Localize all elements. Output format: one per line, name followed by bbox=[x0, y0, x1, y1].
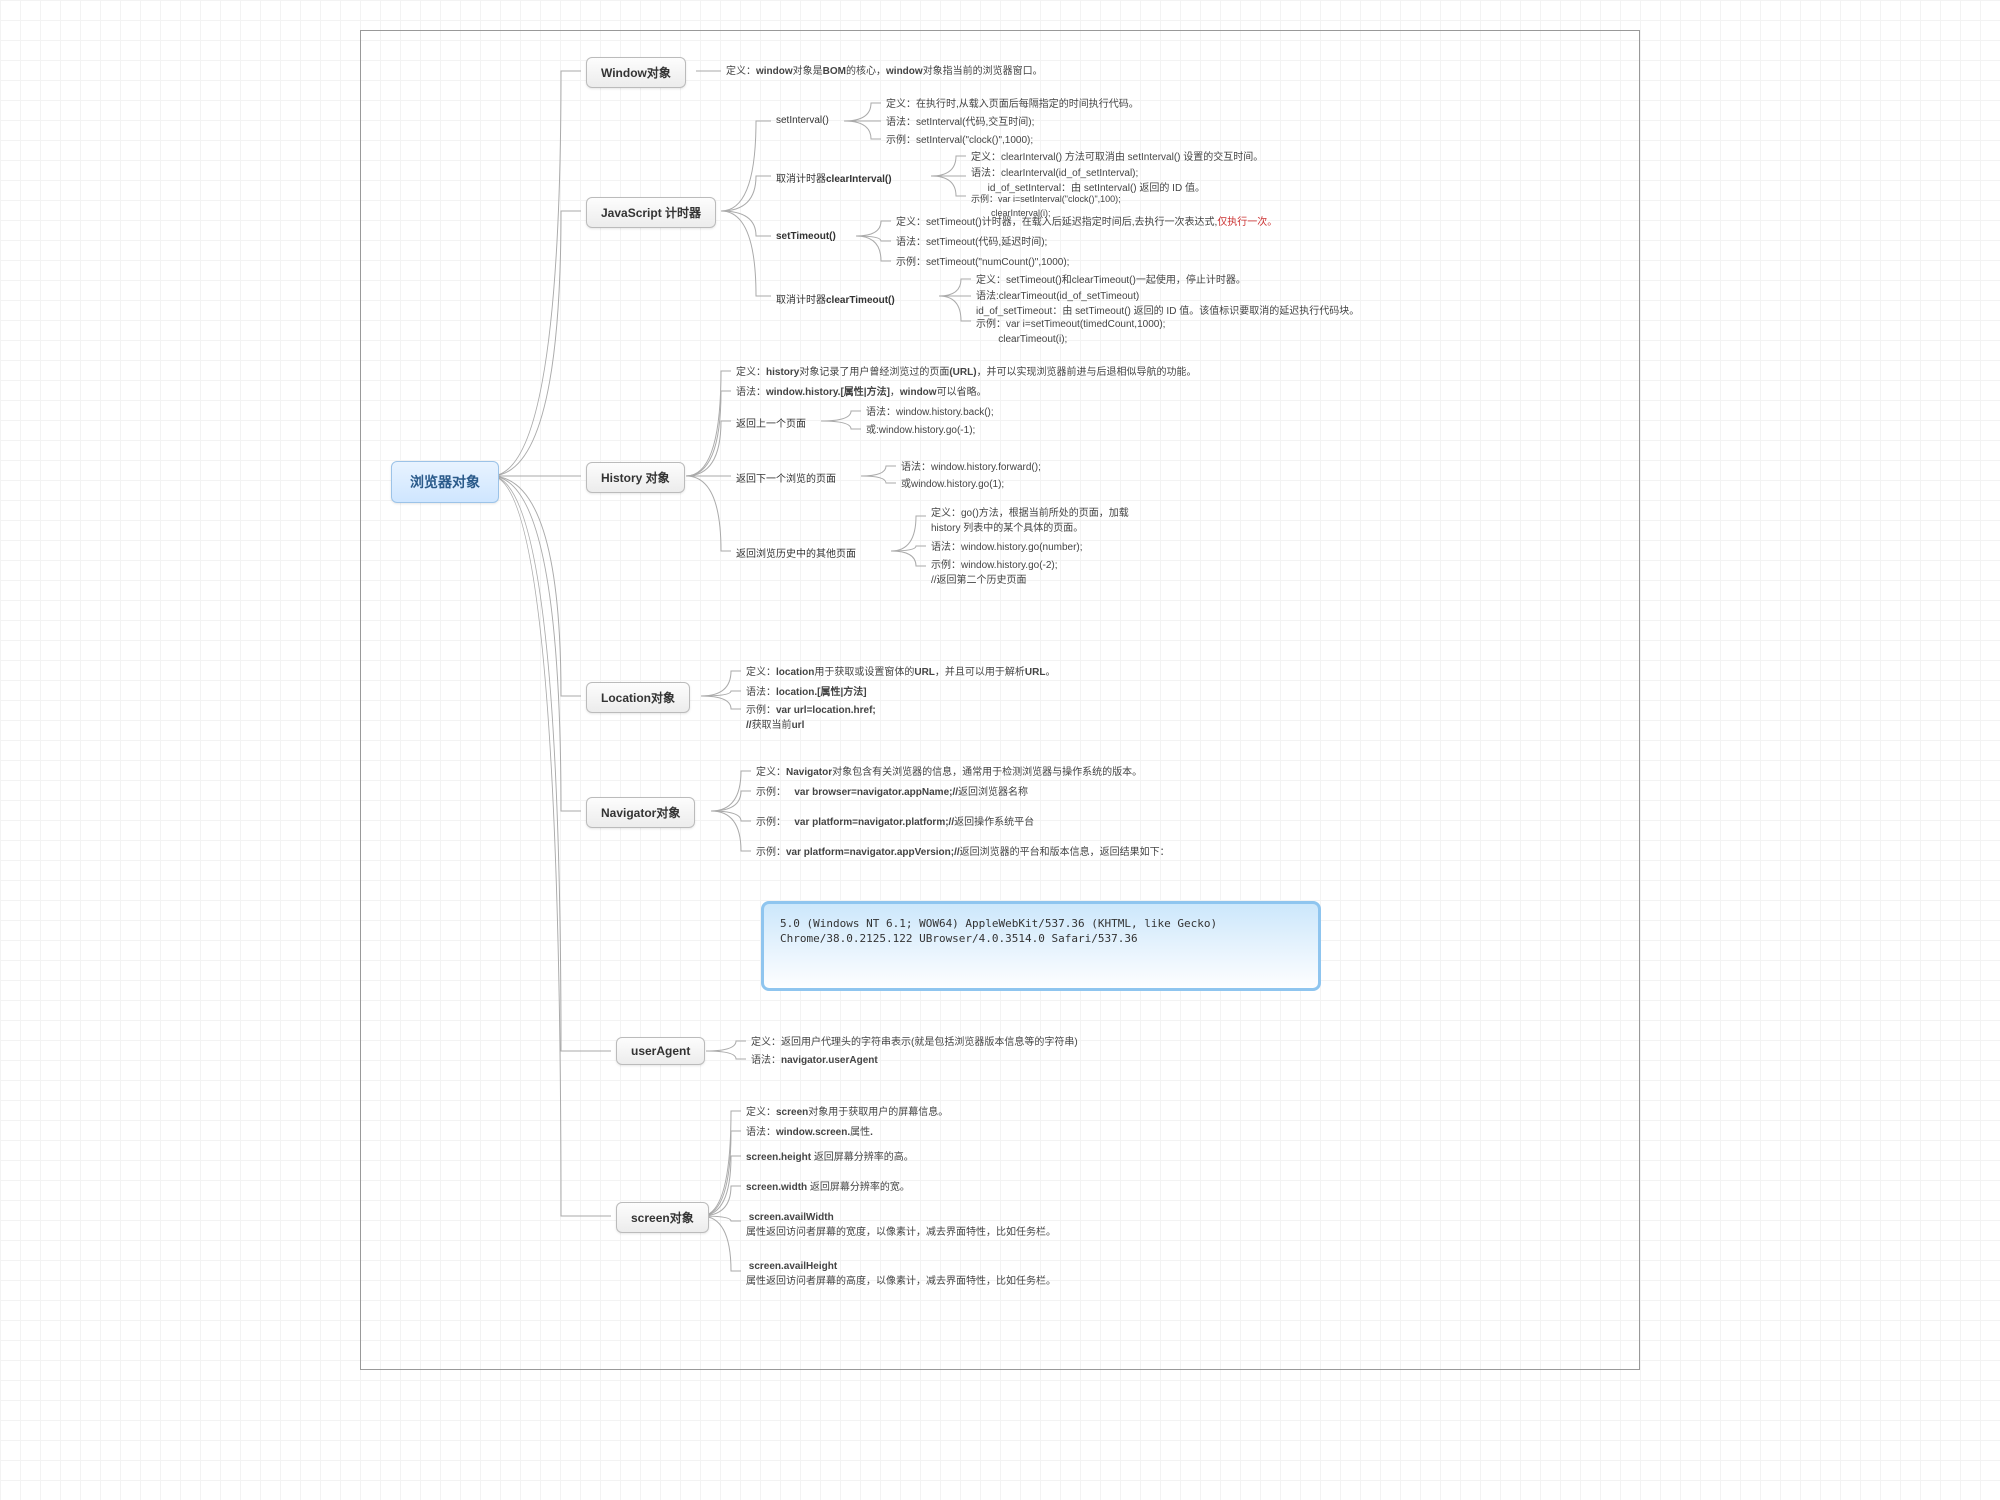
settimeout-label: setTimeout() bbox=[776, 231, 836, 242]
history-forward-label: 返回下一个浏览的页面 bbox=[736, 470, 836, 485]
setinterval-label: setInterval() bbox=[776, 115, 829, 126]
navigator-l2: 示例： var browser=navigator.appName;//返回浏览… bbox=[756, 785, 1028, 800]
location-l3: 示例：var url=location.href;//获取当前url bbox=[746, 703, 876, 733]
history-go-l2: 语法：window.history.go(number); bbox=[931, 540, 1083, 555]
setinterval-l1: 定义：在执行时,从载入页面后每隔指定的时间执行代码。 bbox=[886, 97, 1139, 112]
screen-l3: screen.height 返回屏幕分辨率的高。 bbox=[746, 1150, 914, 1165]
appversion-codebox: 5.0 (Windows NT 6.1; WOW64) AppleWebKit/… bbox=[761, 901, 1321, 991]
screen-l5: screen.availWidth属性返回访问者屏幕的宽度，以像素计，减去界面特… bbox=[746, 1210, 1056, 1240]
window-def: 定义：window对象是BOM的核心，window对象指当前的浏览器窗口。 bbox=[726, 64, 1043, 79]
location-l1: 定义：location用于获取或设置窗体的URL，并且可以用于解析URL。 bbox=[746, 665, 1055, 680]
cleartimeout-l2: 语法:clearTimeout(id_of_setTimeout)id_of_s… bbox=[976, 289, 1359, 319]
history-go-label: 返回浏览历史中的其他页面 bbox=[736, 545, 856, 560]
screen-l6: screen.availHeight属性返回访问者屏幕的高度，以像素计，减去界面… bbox=[746, 1259, 1056, 1289]
history-back-l1: 语法：window.history.back(); bbox=[866, 405, 994, 420]
history-l2: 语法：window.history.[属性|方法]，window可以省略。 bbox=[736, 385, 987, 400]
useragent-l1: 定义：返回用户代理头的字符串表示(就是包括浏览器版本信息等的字符串) bbox=[751, 1035, 1078, 1050]
history-forward-l1: 语法：window.history.forward(); bbox=[901, 460, 1041, 475]
root-node: 浏览器对象 bbox=[391, 461, 499, 503]
branch-useragent: userAgent bbox=[616, 1037, 705, 1065]
branch-screen: screen对象 bbox=[616, 1202, 709, 1233]
screen-l2: 语法：window.screen.属性. bbox=[746, 1125, 873, 1140]
clearinterval-l2: 语法：clearInterval(id_of_setInterval); id_… bbox=[971, 166, 1205, 196]
settimeout-l3: 示例：setTimeout("numCount()",1000); bbox=[896, 255, 1069, 270]
location-l2: 语法：location.[属性|方法] bbox=[746, 685, 867, 700]
history-back-l2: 或:window.history.go(-1); bbox=[866, 423, 975, 438]
clearinterval-l1: 定义：clearInterval() 方法可取消由 setInterval() … bbox=[971, 150, 1263, 165]
history-go-l1: 定义：go()方法，根据当前所处的页面，加载history 列表中的某个具体的页… bbox=[931, 506, 1129, 536]
branch-js-timer: JavaScript 计时器 bbox=[586, 197, 716, 228]
branch-navigator: Navigator对象 bbox=[586, 797, 695, 828]
setinterval-l2: 语法：setInterval(代码,交互时间); bbox=[886, 115, 1034, 130]
setinterval-l3: 示例：setInterval("clock()",1000); bbox=[886, 133, 1033, 148]
history-l1: 定义：history对象记录了用户曾经浏览过的页面(URL)，并可以实现浏览器前… bbox=[736, 365, 1197, 380]
history-back-label: 返回上一个页面 bbox=[736, 415, 806, 430]
cleartimeout-l3: 示例：var i=setTimeout(timedCount,1000); cl… bbox=[976, 317, 1165, 347]
branch-history: History 对象 bbox=[586, 462, 685, 493]
navigator-l1: 定义：Navigator对象包含有关浏览器的信息，通常用于检测浏览器与操作系统的… bbox=[756, 765, 1142, 780]
useragent-l2: 语法：navigator.userAgent bbox=[751, 1053, 878, 1068]
history-forward-l2: 或window.history.go(1); bbox=[901, 477, 1004, 492]
cleartimeout-label: 取消计时器clearTimeout() bbox=[776, 291, 895, 306]
cleartimeout-l1: 定义：setTimeout()和clearTimeout()一起使用，停止计时器… bbox=[976, 273, 1246, 288]
settimeout-l2: 语法：setTimeout(代码,延迟时间); bbox=[896, 235, 1047, 250]
settimeout-l1: 定义：setTimeout()计时器，在载入后延迟指定时间后,去执行一次表达式,… bbox=[896, 215, 1277, 230]
connector-lines bbox=[361, 31, 1641, 1371]
diagram-frame: 浏览器对象 Window对象 定义：window对象是BOM的核心，window… bbox=[360, 30, 1640, 1370]
navigator-l3: 示例： var platform=navigator.platform;//返回… bbox=[756, 815, 1034, 830]
branch-location: Location对象 bbox=[586, 682, 690, 713]
history-go-l3: 示例：window.history.go(-2);//返回第二个历史页面 bbox=[931, 558, 1058, 588]
navigator-l4: 示例：var platform=navigator.appVersion;//返… bbox=[756, 845, 1170, 860]
screen-l4: screen.width 返回屏幕分辨率的宽。 bbox=[746, 1180, 910, 1195]
clearinterval-label: 取消计时器clearInterval() bbox=[776, 170, 892, 185]
screen-l1: 定义：screen对象用于获取用户的屏幕信息。 bbox=[746, 1105, 948, 1120]
branch-window: Window对象 bbox=[586, 57, 686, 88]
